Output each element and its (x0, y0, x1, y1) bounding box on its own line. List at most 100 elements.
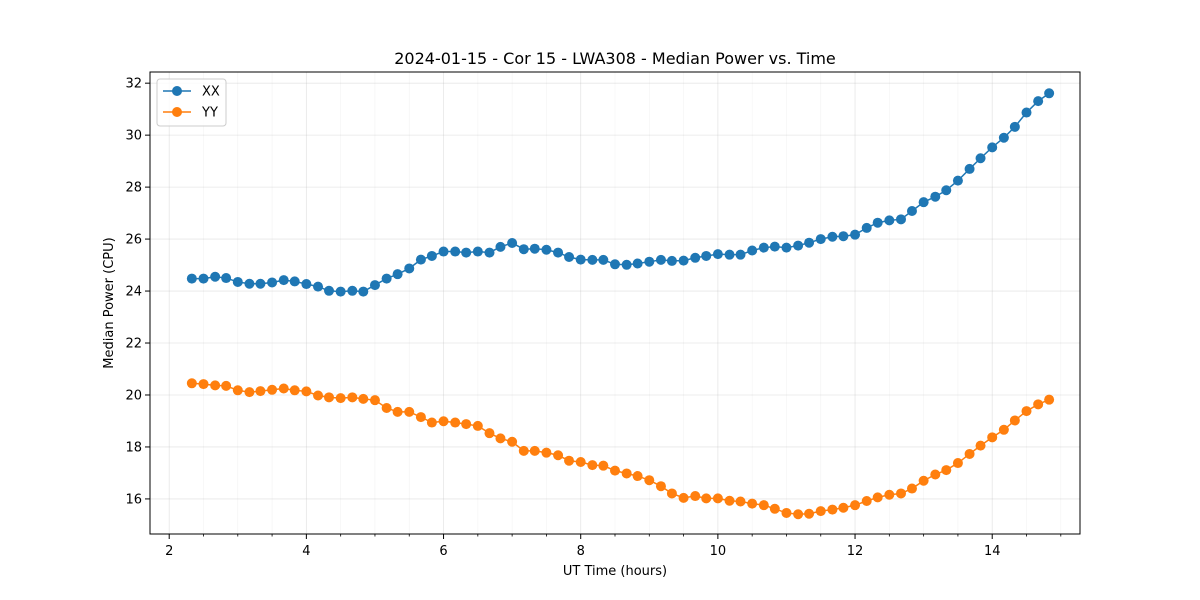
series-xx-point (221, 273, 232, 284)
legend: XX YY (156, 78, 227, 127)
series-xx-point (186, 273, 197, 284)
series-xx-point (210, 271, 221, 282)
series-xx-point (484, 247, 495, 258)
y-tick-label: 18 (125, 440, 142, 455)
series-yy-point (198, 379, 209, 390)
x-tick-label: 12 (847, 544, 864, 559)
series-yy-point (1033, 399, 1044, 410)
series-yy-point (861, 496, 872, 506)
series-yy-point (838, 502, 849, 513)
series-yy-point (621, 468, 632, 479)
series-xx-point (358, 286, 369, 297)
series-xx-point (587, 254, 598, 265)
series-xx-point (804, 237, 815, 248)
series-yy-point (655, 481, 666, 492)
series-yy-point (906, 483, 917, 494)
series-xx-point (827, 231, 838, 242)
series-xx-point (381, 273, 392, 284)
series-yy-point (1021, 406, 1032, 417)
series-yy-point (255, 386, 266, 397)
series-yy-point (450, 417, 461, 428)
series-yy-point (313, 390, 324, 401)
series-xx-point (998, 132, 1009, 143)
series-xx-point (701, 250, 712, 261)
series-yy-point (426, 417, 437, 428)
x-tick-label: 6 (439, 544, 447, 559)
series-yy-point (975, 440, 986, 451)
series-xx-point (313, 281, 324, 292)
series-xx-point (244, 278, 255, 289)
series-yy-point (804, 508, 815, 519)
series-xx-point (781, 242, 792, 253)
series-xx-point (621, 259, 632, 270)
series-yy-point (769, 503, 780, 514)
series-xx-point (518, 244, 529, 255)
series-yy-point (553, 450, 564, 461)
series-yy-point (644, 475, 655, 486)
series-yy-point (289, 385, 300, 396)
series-yy-point (884, 489, 895, 500)
series-xx-point (793, 240, 804, 251)
series-xx-point (918, 197, 929, 208)
series-yy-point (221, 380, 232, 391)
x-tick-label: 10 (710, 544, 727, 559)
series-xx-point (575, 254, 586, 265)
series-xx-point (872, 217, 883, 228)
series-yy-point (358, 393, 369, 404)
series-yy-point (415, 412, 426, 423)
series-yy-point (747, 498, 758, 509)
x-tick-label: 4 (302, 544, 310, 559)
series-xx-point (415, 254, 426, 265)
series-yy-point (998, 424, 1009, 435)
series-yy-point (724, 495, 735, 506)
y-tick-label: 22 (125, 337, 142, 352)
series-yy-point (369, 395, 380, 406)
series-xx-point (644, 256, 655, 267)
series-xx-point (610, 259, 620, 270)
series-xx-point (964, 163, 975, 174)
series-yy-point (404, 406, 415, 417)
series-yy-point (735, 496, 746, 507)
series-xx-point (678, 255, 689, 266)
series-yy-point (232, 385, 243, 396)
series-xx-point (941, 185, 952, 196)
y-axis-label: Median Power (CPU) (102, 237, 117, 368)
series-yy-point (781, 507, 792, 518)
x-axis-ticks: 2 4 6 8 10 12 14 (165, 534, 1062, 559)
series-xx-point (598, 254, 609, 265)
series-xx-point (1021, 107, 1032, 118)
series-xx-point (769, 241, 780, 252)
series-yy-point (335, 393, 346, 404)
y-axis-ticks: 16 18 20 22 24 26 28 30 32 (125, 77, 150, 507)
series-yy-point (941, 465, 952, 476)
series-xx-point (461, 247, 472, 258)
series-xx-point (724, 249, 735, 260)
series-yy-point (267, 384, 278, 395)
legend-marker-yy (172, 107, 182, 117)
series-yy-point (666, 488, 677, 499)
series-xx-point (1009, 121, 1020, 132)
series-yy-point (529, 445, 540, 456)
y-tick-label: 32 (125, 77, 142, 92)
series-yy-point (918, 475, 929, 486)
x-tick-label: 2 (165, 544, 173, 559)
series-xx-point (507, 237, 518, 248)
series-xx-point (850, 229, 861, 240)
series-yy-point (301, 386, 312, 397)
series-yy-point (541, 447, 552, 458)
series-xx-point (472, 246, 483, 257)
series-xx-point (438, 246, 449, 257)
series-xx-point (896, 214, 906, 225)
series-yy-point (964, 448, 975, 459)
series-xx-point (952, 175, 963, 186)
series-xx-point (884, 215, 895, 226)
series-yy-point (472, 420, 483, 431)
series-xx-point (541, 244, 552, 255)
series-xx-point (392, 269, 403, 280)
series-yy-point (850, 500, 861, 511)
series-yy-point (1009, 415, 1020, 426)
series-yy-point (701, 493, 712, 504)
series-yy-point (575, 457, 586, 468)
series-yy-point (690, 491, 701, 502)
